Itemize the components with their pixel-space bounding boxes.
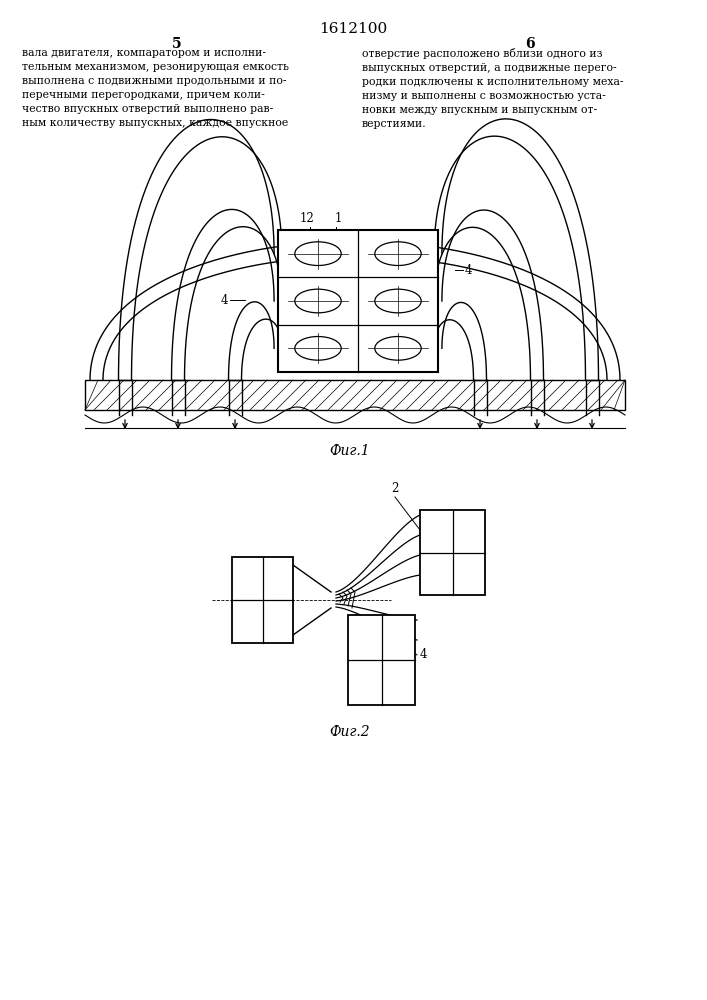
Text: 4: 4 <box>465 263 472 276</box>
Bar <box>348 615 415 705</box>
Text: 4: 4 <box>221 294 228 306</box>
Bar <box>278 230 438 372</box>
Bar <box>420 510 485 595</box>
Text: 12: 12 <box>300 212 315 225</box>
Text: Фиг.2: Фиг.2 <box>329 725 370 739</box>
Text: Фиг.1: Фиг.1 <box>329 444 370 458</box>
Text: 4: 4 <box>420 648 428 662</box>
Bar <box>85 380 625 410</box>
Text: 1: 1 <box>334 212 341 225</box>
Bar <box>232 557 293 643</box>
Text: 2: 2 <box>391 482 399 495</box>
Text: вала двигателя, компаратором и исполни-
тельным механизмом, резонирующая емкость: вала двигателя, компаратором и исполни- … <box>22 48 289 128</box>
Text: 6: 6 <box>525 37 534 51</box>
Text: 1612100: 1612100 <box>319 22 387 36</box>
Text: 5: 5 <box>173 37 182 51</box>
Text: отверстие расположено вблизи одного из
выпускных отверстий, а подвижные перего-
: отверстие расположено вблизи одного из в… <box>362 48 624 129</box>
